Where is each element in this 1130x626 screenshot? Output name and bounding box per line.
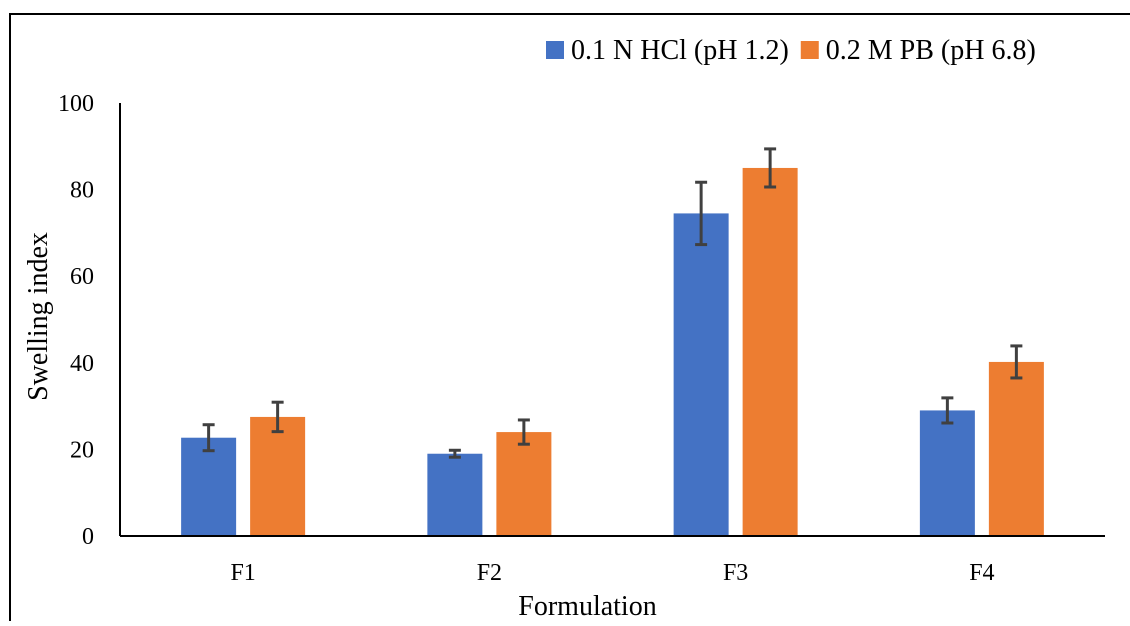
legend-label: 0.2 M PB (pH 6.8) [826,35,1036,66]
y-tick-label: 100 [58,91,94,117]
error-bar-F1-series-1 [202,423,215,453]
bar-F4-series-2 [988,361,1044,536]
x-tick-label: F2 [477,560,502,586]
error-bar-F3-series-1 [695,180,708,247]
legend-label: 0.1 N HCl (pH 1.2) [571,35,789,66]
y-tick-label: 0 [82,524,94,550]
bar-F3-series-2 [742,167,798,536]
bar-F2-series-1 [427,453,483,536]
legend-swatch [800,41,819,59]
bar-F1-series-1 [181,437,237,536]
y-tick-label: 20 [70,437,94,463]
bar-F1-series-2 [250,416,306,536]
x-axis-title: Formulation [518,591,656,621]
bar-F4-series-1 [919,410,975,536]
bar-F2-series-2 [496,432,552,536]
legend-item-1: 0.1 N HCl (pH 1.2) [546,35,789,66]
error-bar-F2-series-1 [448,448,461,459]
error-bars [202,147,1023,459]
legend-swatch [546,41,564,59]
error-bar-F4-series-1 [941,396,954,425]
x-tick-label: F4 [969,560,994,586]
x-tick-label: F1 [230,560,255,586]
legend-item-2: 0.2 M PB (pH 6.8) [800,35,1036,66]
x-tick-label: F3 [723,560,748,586]
x-axis-ticks: F1 F2 F3 F4 [230,560,994,586]
error-bar-F3-series-2 [764,147,777,189]
bars [181,167,1044,537]
y-axis-title: Swelling index [23,232,54,401]
error-bar-F1-series-2 [271,400,284,434]
y-axis-ticks: 0 20 40 60 80 100 [58,91,94,550]
y-tick-label: 80 [70,178,94,204]
y-tick-label: 60 [70,264,94,290]
error-bar-F4-series-2 [1010,344,1023,380]
y-tick-label: 40 [70,351,94,377]
legend: 0.1 N HCl (pH 1.2) 0.2 M PB (pH 6.8) [546,35,1036,66]
chart-border [9,13,1130,626]
error-bar-F2-series-2 [517,418,530,446]
bar-F3-series-1 [673,213,729,537]
